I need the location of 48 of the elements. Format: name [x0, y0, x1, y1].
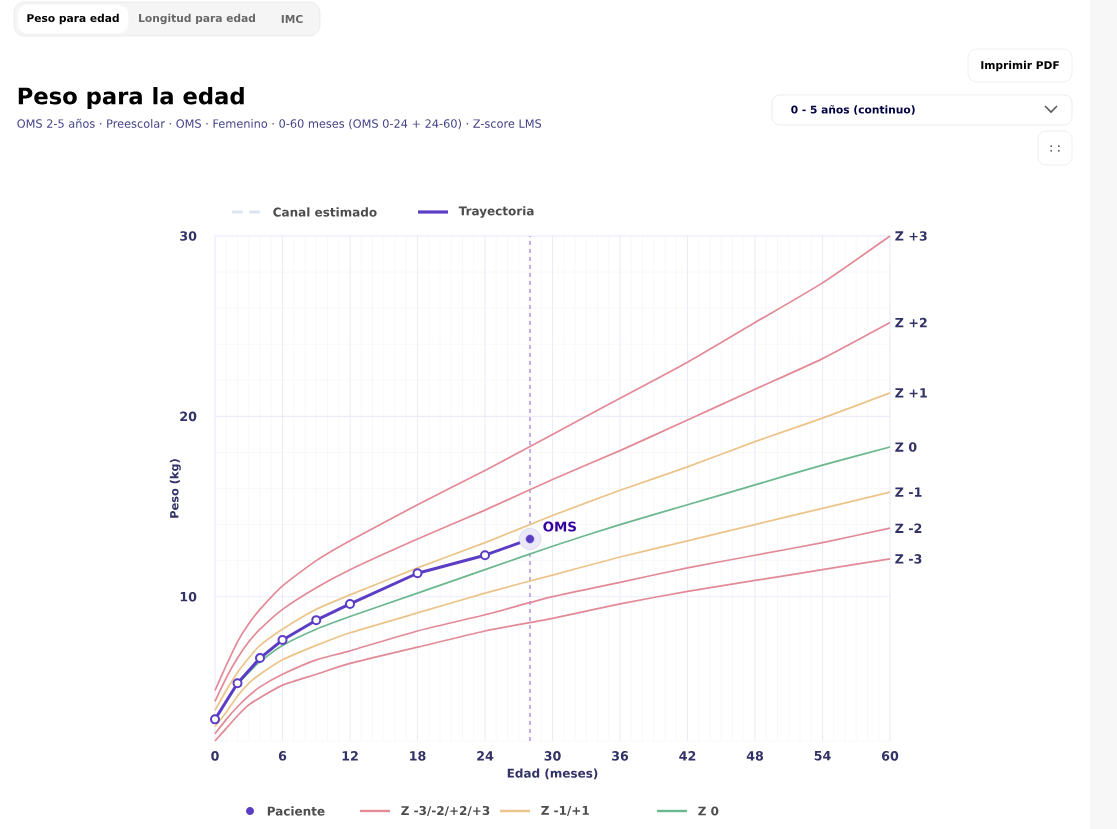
- point: [412, 568, 423, 579]
- text: IMC: [281, 14, 303, 24]
- line-series: [214, 557, 891, 742]
- x-tick-label: 54: [814, 751, 831, 761]
- series-label: Z +3: [895, 231, 927, 241]
- line-series: [214, 321, 891, 703]
- point: [210, 714, 221, 725]
- legend-label: Canal estimado: [273, 207, 377, 217]
- x-tick-label: 42: [679, 751, 696, 761]
- x-axis-title: Edad (meses): [507, 768, 598, 780]
- y-tick-label: 10: [180, 591, 197, 602]
- annotation: OMS: [543, 521, 576, 532]
- legend-label: Paciente: [267, 806, 325, 816]
- x-tick-label: 6: [278, 751, 287, 761]
- point: [255, 653, 265, 664]
- y-tick-label: 30: [180, 231, 197, 241]
- series-label: Z -1: [895, 487, 922, 497]
- text: Z 0: [698, 806, 719, 816]
- text: 0 - 5 años (continuo): [791, 105, 915, 115]
- point: [311, 615, 322, 626]
- point: [277, 635, 288, 645]
- series-label: Z 0: [895, 442, 917, 452]
- y-axis-title: Peso (kg): [169, 459, 181, 518]
- legend-label: Trayectoria: [458, 206, 534, 218]
- series-label: Z -3: [895, 554, 922, 564]
- point: [345, 598, 356, 609]
- text: Peso para edad: [27, 13, 119, 25]
- x-tick-label: 60: [881, 751, 899, 761]
- text: Z -1/+1: [541, 806, 589, 816]
- point: [232, 678, 243, 689]
- series-label: Z -2: [895, 523, 922, 533]
- x-tick-label: 12: [342, 751, 358, 761]
- text: Imprimir PDF: [981, 60, 1059, 72]
- x-tick-label: 30: [544, 751, 561, 761]
- chart-title: Peso para la edad: [18, 87, 244, 109]
- series-label: Z +2: [895, 317, 927, 328]
- x-tick-label: 24: [477, 751, 494, 761]
- line-series: [214, 392, 891, 712]
- text: Longitud para edad: [139, 13, 255, 25]
- x-tick-label: 18: [410, 751, 426, 761]
- series-label: Z +1: [895, 388, 927, 398]
- y-tick-label: 20: [180, 411, 197, 422]
- x-tick-label: 48: [746, 751, 764, 761]
- point: [480, 550, 491, 561]
- x-tick-label: 0: [211, 751, 219, 761]
- x-tick-label: 36: [612, 751, 629, 761]
- chart-subtitle: OMS 2-5 años · Preescolar · OMS · Femenino · 0-60 meses (OMS 0-24 + 24-60) · Z-score LMS: [17, 118, 542, 130]
- text: Z -3/-2/+2/+3: [401, 805, 490, 817]
